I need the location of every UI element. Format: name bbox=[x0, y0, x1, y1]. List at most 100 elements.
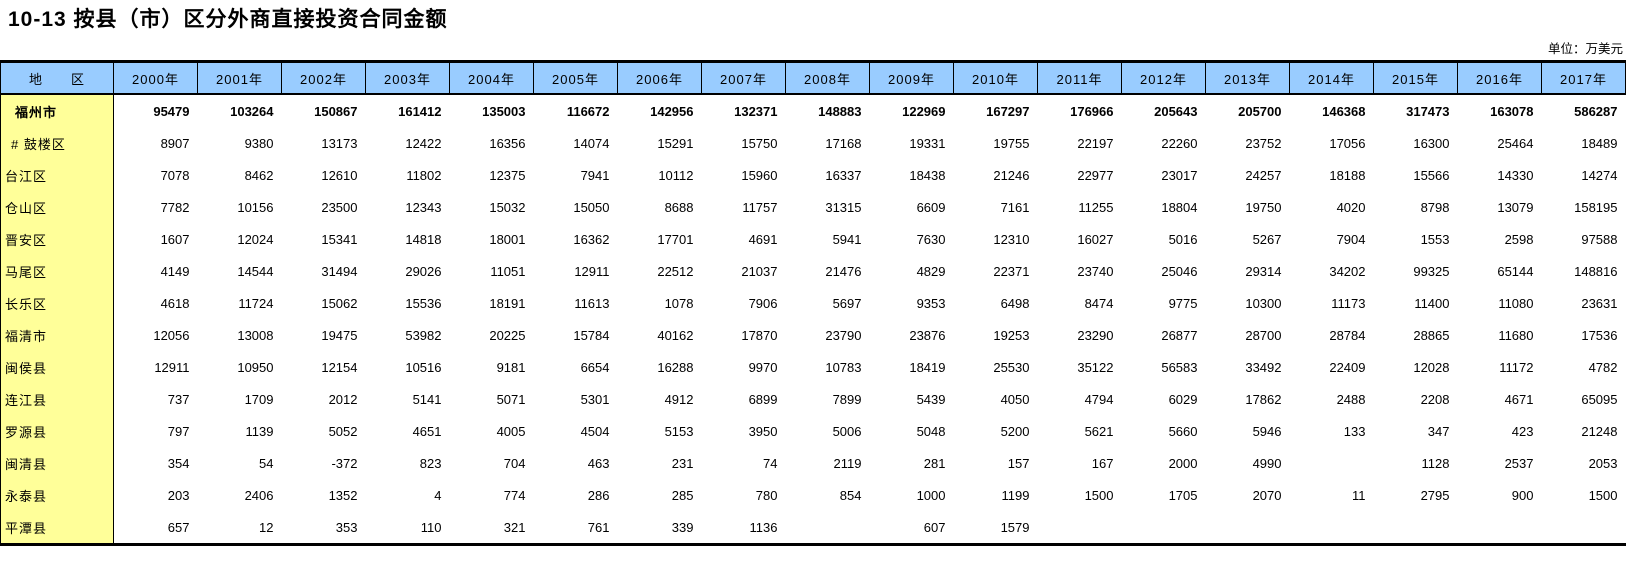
value-cell: 8798 bbox=[1420, 199, 1450, 215]
value-cell: 5052 bbox=[328, 423, 358, 439]
value-cell: 110 bbox=[420, 519, 442, 535]
value-cell: 9181 bbox=[496, 359, 526, 375]
table-row: 连江县 737 1709 2012 5141 5071 5301 4912 6899 7899 54… bbox=[0, 383, 1626, 415]
region-cell: 台江区 bbox=[0, 159, 114, 191]
value-cell: 23740 bbox=[1077, 263, 1114, 279]
value-cell: 15032 bbox=[489, 199, 526, 215]
value-cell: 17862 bbox=[1245, 391, 1282, 407]
value-cell: 16337 bbox=[825, 167, 862, 183]
value-cell: 19475 bbox=[321, 327, 358, 343]
value-cell: 7161 bbox=[1000, 199, 1030, 215]
table-row: 闽清县 354 54 -372 823 704 463 231 74 2119 281 157 167 2… bbox=[0, 447, 1626, 479]
value-cell: 19750 bbox=[1245, 199, 1282, 215]
value-cell: 132371 bbox=[734, 103, 778, 119]
value-cell: 22371 bbox=[993, 263, 1030, 279]
value-cell: 7899 bbox=[832, 391, 862, 407]
value-cell: 5697 bbox=[832, 295, 862, 311]
value-cell: 18438 bbox=[909, 167, 946, 183]
value-cell: 19755 bbox=[993, 135, 1030, 151]
value-cell: 16356 bbox=[489, 135, 526, 151]
value-cell: 4651 bbox=[412, 423, 442, 439]
year-header-cell: 2001年 bbox=[197, 61, 282, 95]
value-cell: 7941 bbox=[580, 167, 610, 183]
value-cell: 74 bbox=[763, 455, 778, 471]
value-cell: 1500 bbox=[1084, 487, 1114, 503]
value-cell: 158195 bbox=[1574, 199, 1618, 215]
table-row: 闽侯县 12911 10950 12154 10516 9181 6654 16288 9970… bbox=[0, 351, 1626, 383]
value-cell: 17870 bbox=[741, 327, 778, 343]
table-row: 福清市 12056 13008 19475 53982 20225 15784 40162 17… bbox=[0, 319, 1626, 351]
value-cell: 161412 bbox=[398, 103, 442, 119]
value-cell: 5660 bbox=[1168, 423, 1198, 439]
value-cell: 12 bbox=[259, 519, 274, 535]
value-cell: 9775 bbox=[1168, 295, 1198, 311]
value-cell: 33492 bbox=[1245, 359, 1282, 375]
table-row: # 鼓楼区 8907 9380 13173 12422 16356 14074 15291 15… bbox=[0, 127, 1626, 159]
investment-table: 地 区 2000年 2001年 2002年 2003年 2004年 2005年 2006年 20… bbox=[0, 60, 1626, 546]
year-header-cell: 2003年 bbox=[365, 61, 450, 95]
value-cell: 2000 bbox=[1168, 455, 1198, 471]
value-cell: 463 bbox=[587, 455, 610, 471]
value-cell: 10156 bbox=[237, 199, 274, 215]
value-cell: 135003 bbox=[482, 103, 526, 119]
year-header-cell: 2013年 bbox=[1205, 61, 1290, 95]
value-cell: 5946 bbox=[1252, 423, 1282, 439]
value-cell: 15050 bbox=[573, 199, 610, 215]
value-cell: 231 bbox=[671, 455, 694, 471]
value-cell: 9380 bbox=[244, 135, 274, 151]
value-cell: 65144 bbox=[1497, 263, 1534, 279]
region-cell: 连江县 bbox=[0, 383, 114, 415]
value-cell: 40162 bbox=[657, 327, 694, 343]
value-cell: 12343 bbox=[405, 199, 442, 215]
value-cell: 1352 bbox=[328, 487, 358, 503]
value-cell: 203 bbox=[167, 487, 190, 503]
value-cell: 65095 bbox=[1581, 391, 1618, 407]
value-cell: 18489 bbox=[1581, 135, 1618, 151]
value-cell: 25046 bbox=[1161, 263, 1198, 279]
year-header-cell: 2016年 bbox=[1457, 61, 1542, 95]
value-cell: 163078 bbox=[1490, 103, 1534, 119]
value-cell: 205700 bbox=[1238, 103, 1282, 119]
value-cell: 4691 bbox=[748, 231, 778, 247]
value-cell: 22409 bbox=[1329, 359, 1366, 375]
value-cell: 900 bbox=[1511, 487, 1534, 503]
value-cell: 2012 bbox=[328, 391, 358, 407]
year-header-cell: 2015年 bbox=[1373, 61, 1458, 95]
region-cell: 闽侯县 bbox=[0, 351, 114, 383]
value-cell: 1078 bbox=[664, 295, 694, 311]
value-cell: 7904 bbox=[1336, 231, 1366, 247]
value-cell: 12911 bbox=[574, 263, 610, 279]
value-cell: 56583 bbox=[1161, 359, 1198, 375]
value-cell: 122969 bbox=[902, 103, 946, 119]
value-cell: 1553 bbox=[1420, 231, 1450, 247]
value-cell: 780 bbox=[755, 487, 778, 503]
value-cell: 116672 bbox=[566, 103, 610, 119]
value-cell: 18001 bbox=[489, 231, 526, 247]
value-cell: 99325 bbox=[1413, 263, 1450, 279]
value-cell: 6654 bbox=[580, 359, 610, 375]
value-cell: 10516 bbox=[405, 359, 442, 375]
value-cell bbox=[1038, 511, 1122, 545]
value-cell: 1000 bbox=[916, 487, 946, 503]
value-cell: 2208 bbox=[1420, 391, 1450, 407]
value-cell: 167297 bbox=[986, 103, 1030, 119]
value-cell: 5048 bbox=[916, 423, 946, 439]
value-cell: 11173 bbox=[1331, 295, 1366, 311]
value-cell: 11051 bbox=[490, 263, 526, 279]
value-cell: 5621 bbox=[1084, 423, 1114, 439]
value-cell: 29026 bbox=[405, 263, 442, 279]
value-cell: 12056 bbox=[153, 327, 190, 343]
page-title: 10-13 按县（市）区分外商直接投资合同金额 bbox=[8, 8, 448, 31]
value-cell: 2406 bbox=[244, 487, 274, 503]
value-cell: 23290 bbox=[1077, 327, 1114, 343]
value-cell: 9353 bbox=[916, 295, 946, 311]
region-header-cell: 地 区 bbox=[0, 61, 114, 95]
value-cell: 11 bbox=[1352, 487, 1366, 503]
value-cell: 25530 bbox=[993, 359, 1030, 375]
value-cell: 657 bbox=[167, 519, 190, 535]
value-cell: 15536 bbox=[405, 295, 442, 311]
year-header-cell: 2014年 bbox=[1289, 61, 1374, 95]
value-cell: 15341 bbox=[321, 231, 358, 247]
value-cell: 11613 bbox=[574, 295, 610, 311]
value-cell: 19331 bbox=[909, 135, 946, 151]
